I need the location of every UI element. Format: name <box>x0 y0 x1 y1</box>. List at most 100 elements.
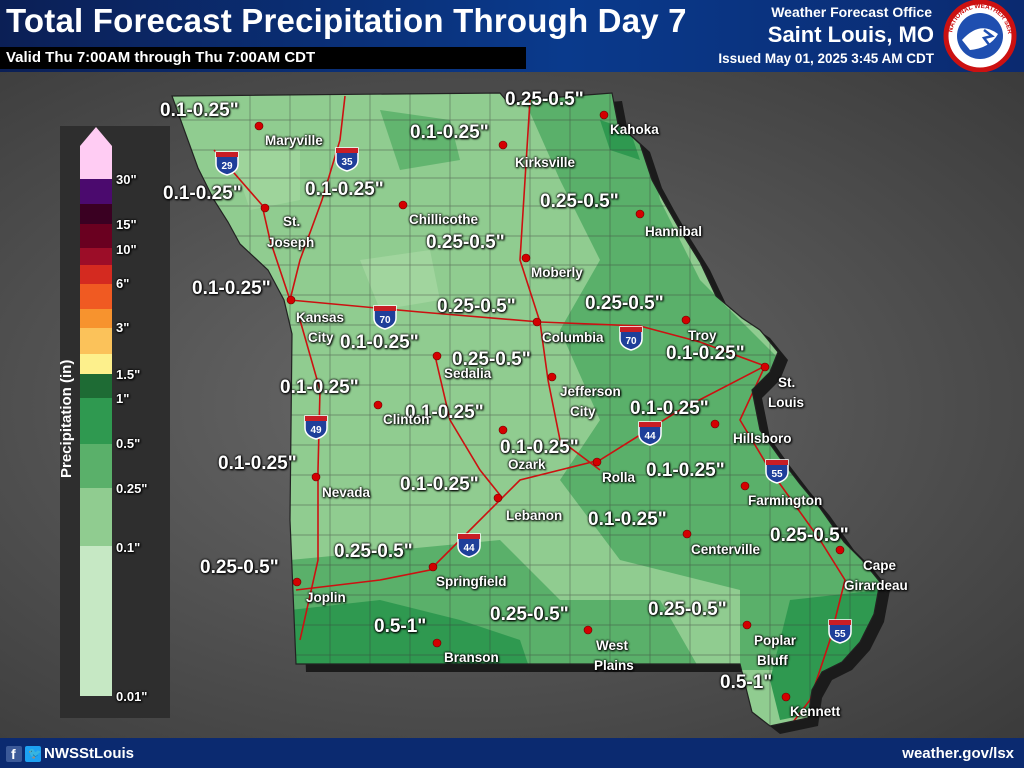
legend-tick-6: 6" <box>116 276 130 291</box>
legend-tick-1-5: 1.5" <box>116 367 141 382</box>
office-label: Weather Forecast Office <box>771 4 932 20</box>
city-dot-nevada <box>311 472 321 482</box>
city-label: Kahoka <box>610 122 659 137</box>
amount-label: 0.1-0.25" <box>280 377 359 398</box>
header-bar: Total Forecast Precipitation Through Day… <box>0 0 1024 72</box>
interstate-44-shield-west: 44 <box>457 533 481 558</box>
footer-bar: f 🐦 NWSStLouis weather.gov/lsx <box>0 738 1024 768</box>
city-dot-hillsboro <box>710 419 720 429</box>
city-dot-cape-girardeau <box>835 545 845 555</box>
amount-label: 0.25-0.5" <box>452 349 531 370</box>
city-label: City <box>308 330 334 345</box>
interstate-44-shield-east: 44 <box>638 421 662 446</box>
legend-tick-15: 15" <box>116 217 137 232</box>
amount-label: 0.25-0.5" <box>505 89 584 110</box>
city-label: Joseph <box>267 235 315 250</box>
city-label: Branson <box>444 650 499 665</box>
city-dot-rolla <box>592 457 602 467</box>
city-dot-west-plains <box>583 625 593 635</box>
city-label: Cape <box>863 558 897 573</box>
interstate-70-shield-east: 70 <box>619 326 643 351</box>
legend-tick-1: 1" <box>116 391 130 406</box>
amount-label: 0.1-0.25" <box>666 343 745 364</box>
city-dot-st-joseph <box>260 203 270 213</box>
nws-logo[interactable]: NATIONAL WEATHER SERVICE <box>940 0 1024 72</box>
legend-tick-3: 3" <box>116 320 130 335</box>
amount-label: 0.1-0.25" <box>400 474 479 495</box>
city-label: West <box>596 638 629 653</box>
office-city: Saint Louis, MO <box>767 22 934 47</box>
interstate-55-shield-north: 55 <box>765 459 789 484</box>
map-title: Total Forecast Precipitation Through Day… <box>6 2 687 39</box>
city-label: Kennett <box>790 704 841 719</box>
twitter-icon[interactable]: 🐦 <box>25 745 42 762</box>
city-dot-ozark <box>498 425 508 435</box>
issued-time: Issued May 01, 2025 3:45 AM CDT <box>718 51 934 66</box>
facebook-icon[interactable]: f <box>6 745 22 762</box>
amount-label: 0.1-0.25" <box>163 183 242 204</box>
city-label: Chillicothe <box>409 212 479 227</box>
interstate-70-shield-west: 70 <box>373 305 397 330</box>
interstate-49-shield: 49 <box>304 415 328 440</box>
city-label: Sedalia <box>444 366 492 381</box>
i49-label: 49 <box>310 425 322 436</box>
city-label: Maryville <box>265 133 323 148</box>
amount-label: 0.25-0.5" <box>540 191 619 212</box>
interstate-55-shield-south: 55 <box>828 619 852 644</box>
interstate-35-shield: 35 <box>335 147 359 172</box>
i44-east-label: 44 <box>644 431 656 442</box>
city-label: Girardeau <box>844 578 908 593</box>
city-dot-chillicothe <box>398 200 408 210</box>
city-label: Columbia <box>542 330 604 345</box>
city-label: Centerville <box>691 542 761 557</box>
city-dot-st-louis <box>760 362 770 372</box>
city-label: Bluff <box>757 653 788 668</box>
city-dot-poplar-bluff <box>742 620 752 630</box>
amount-label: 0.1-0.25" <box>588 509 667 530</box>
amount-label: 0.25-0.5" <box>648 599 727 620</box>
amount-label: 0.25-0.5" <box>437 296 516 317</box>
city-label: St. <box>778 375 796 390</box>
city-label: Hannibal <box>645 224 703 239</box>
website-link[interactable]: weather.gov/lsx <box>902 745 1014 762</box>
amount-label: 0.1-0.25" <box>218 453 297 474</box>
amount-label: 0.1-0.25" <box>305 179 384 200</box>
city-dot-farmington <box>740 481 750 491</box>
amount-label: 0.25-0.5" <box>200 557 279 578</box>
legend-panel <box>60 126 170 718</box>
city-label: Jefferson <box>560 384 621 399</box>
amount-label: 0.1-0.25" <box>405 402 484 423</box>
social-links[interactable]: f 🐦 NWSStLouis <box>6 745 134 762</box>
city-label: Louis <box>768 395 804 410</box>
i70-east-label: 70 <box>625 336 637 347</box>
legend-tick-0-01: 0.01" <box>116 689 148 704</box>
city-label: Ozark <box>508 457 546 472</box>
interstate-29-shield: 29 <box>215 151 239 176</box>
city-label: Troy <box>688 328 717 343</box>
legend-tick-0-25: 0.25" <box>116 481 148 496</box>
city-label: Clinton <box>383 412 430 427</box>
city-dot-kahoka <box>599 110 609 120</box>
city-dot-hannibal <box>635 209 645 219</box>
legend-tick-10: 10" <box>116 242 137 257</box>
i55-north-label: 55 <box>771 469 783 480</box>
i35-label: 35 <box>341 157 353 168</box>
amount-label: 0.1-0.25" <box>340 332 419 353</box>
city-label: Farmington <box>748 493 823 508</box>
city-label: Springfield <box>436 574 507 589</box>
city-dot-springfield <box>428 562 438 572</box>
city-label: Lebanon <box>506 508 563 523</box>
city-label: Nevada <box>322 485 371 500</box>
city-dot-lebanon <box>493 493 503 503</box>
city-dot-troy <box>681 315 691 325</box>
i44-west-label: 44 <box>463 543 475 554</box>
city-dot-clinton <box>373 400 383 410</box>
city-label: Rolla <box>602 470 636 485</box>
city-dot-columbia <box>532 317 542 327</box>
amount-label: 0.1-0.25" <box>410 122 489 143</box>
city-dot-kennett <box>781 692 791 702</box>
legend-max-arrow <box>80 127 112 146</box>
social-handle[interactable]: NWSStLouis <box>44 745 134 762</box>
legend-colorbar <box>80 127 112 696</box>
amount-label: 0.25-0.5" <box>426 232 505 253</box>
